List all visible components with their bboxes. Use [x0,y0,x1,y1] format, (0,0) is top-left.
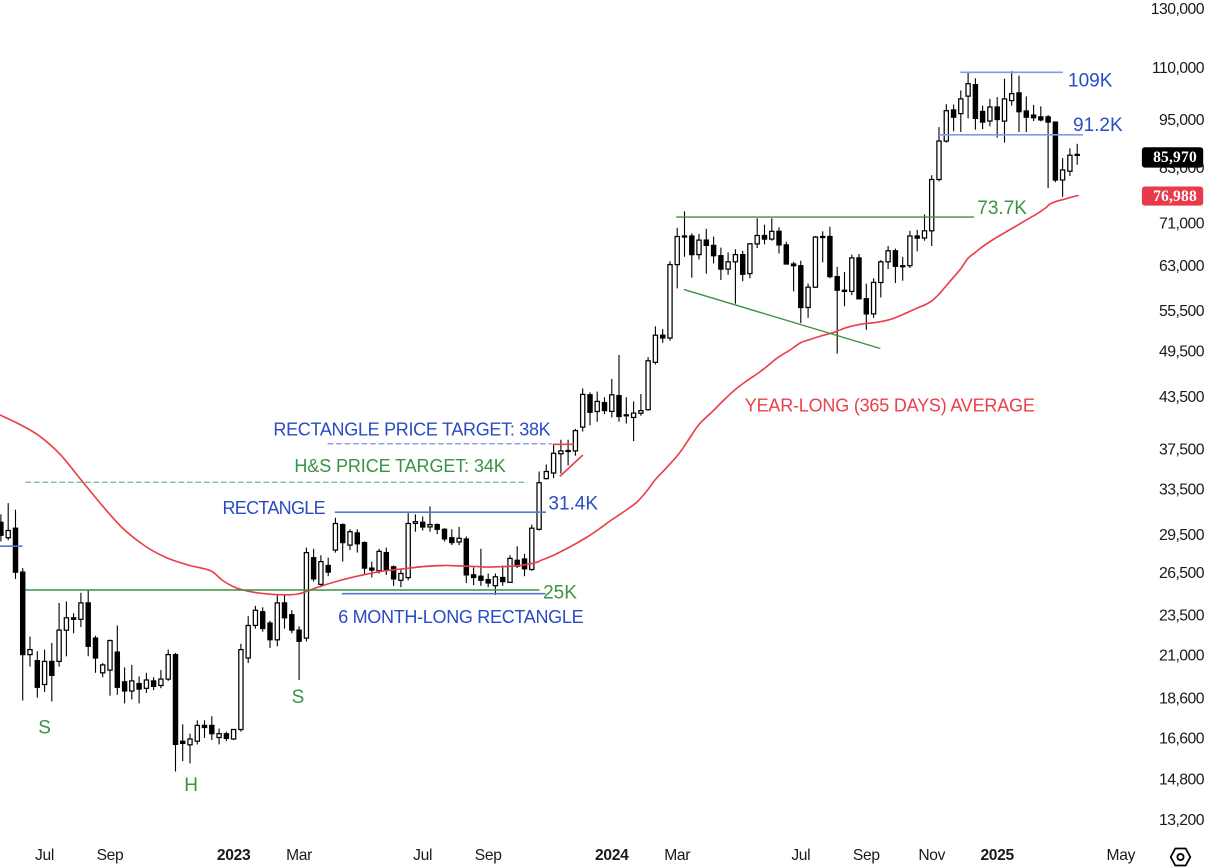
svg-text:76,988: 76,988 [1153,188,1197,205]
svg-text:91.2K: 91.2K [1073,115,1123,136]
svg-text:85,970: 85,970 [1153,149,1197,166]
svg-text:23,500: 23,500 [1159,607,1205,624]
svg-text:Sep: Sep [853,847,880,864]
svg-text:16,600: 16,600 [1159,731,1205,748]
svg-text:130,000: 130,000 [1151,1,1205,18]
svg-text:25K: 25K [543,583,577,604]
svg-text:18,600: 18,600 [1159,690,1205,707]
svg-text:2024: 2024 [595,847,629,864]
svg-text:14,800: 14,800 [1159,771,1205,788]
svg-text:33,500: 33,500 [1159,482,1205,499]
svg-text:21,000: 21,000 [1159,647,1205,664]
svg-text:Nov: Nov [918,847,945,864]
svg-text:26,500: 26,500 [1159,565,1205,582]
svg-text:73.7K: 73.7K [977,198,1027,219]
svg-text:S: S [38,718,50,739]
svg-text:2025: 2025 [980,847,1014,864]
svg-text:Jul: Jul [35,847,54,864]
svg-text:71,000: 71,000 [1159,215,1205,232]
svg-text:37,500: 37,500 [1159,442,1205,459]
svg-text:2023: 2023 [217,847,251,864]
svg-text:55,500: 55,500 [1159,303,1205,320]
svg-text:RECTANGLE PRICE TARGET: 38K: RECTANGLE PRICE TARGET: 38K [273,420,550,440]
svg-text:95,000: 95,000 [1159,112,1205,129]
svg-text:49,500: 49,500 [1159,343,1205,360]
svg-text:109K: 109K [1068,71,1113,92]
svg-text:Sep: Sep [475,847,502,864]
svg-text:43,500: 43,500 [1159,389,1205,406]
svg-text:29,500: 29,500 [1159,527,1205,544]
svg-text:31.4K: 31.4K [548,494,598,515]
svg-text:Jul: Jul [413,847,432,864]
svg-text:Mar: Mar [664,847,690,864]
svg-text:6 MONTH-LONG RECTANGLE: 6 MONTH-LONG RECTANGLE [338,607,583,627]
svg-text:H: H [184,775,197,796]
svg-text:Mar: Mar [286,847,312,864]
svg-text:110,000: 110,000 [1152,60,1205,77]
svg-text:RECTANGLE: RECTANGLE [223,498,326,518]
svg-text:May: May [1107,847,1136,864]
svg-text:YEAR-LONG (365 DAYS) AVERAGE: YEAR-LONG (365 DAYS) AVERAGE [745,396,1035,416]
svg-text:Jul: Jul [791,847,810,864]
svg-text:13,200: 13,200 [1159,812,1205,829]
svg-text:S: S [292,687,304,708]
svg-text:Sep: Sep [97,847,124,864]
svg-text:63,000: 63,000 [1159,258,1205,275]
svg-text:H&S PRICE TARGET: 34K: H&S PRICE TARGET: 34K [294,456,505,476]
